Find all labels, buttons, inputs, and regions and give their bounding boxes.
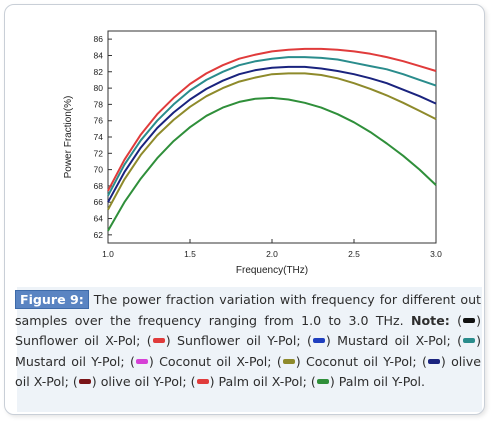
legend-item-label: Coconut oil Y-Pol;	[300, 353, 422, 369]
caption-legend: () Sunflower oil X-Pol; () Sunflower oil…	[15, 313, 481, 390]
legend-paren: )	[476, 333, 481, 348]
legend-item-label: olive oil X-Pol;	[15, 353, 481, 390]
y-tick-label: 84	[94, 50, 104, 60]
legend-paren: )	[329, 374, 335, 389]
legend-paren: (	[129, 353, 135, 369]
plot-frame	[107, 30, 437, 244]
legend-swatch	[196, 379, 209, 384]
legend-paren: )	[325, 333, 331, 348]
figure-caption: Figure 9: The power fraction variation w…	[15, 290, 481, 393]
legend-swatch	[463, 317, 476, 323]
figure-card: 62 64 66 68 70 72 74 76 78 80 82 84 86 1.0 1.5 2.0 2.5 3…	[4, 4, 485, 415]
legend-item-label: Palm oil Y-Pol.	[334, 374, 426, 389]
legend-paren: )	[295, 353, 301, 369]
y-tick-label: 76	[94, 116, 104, 126]
y-tick-label: 78	[94, 99, 104, 109]
note-label: Note:	[410, 312, 450, 328]
legend-item-label: olive oil Y-Pol;	[96, 374, 191, 389]
legend-swatch	[463, 338, 476, 343]
legend-paren: (	[457, 312, 463, 328]
y-tick-label: 80	[94, 83, 104, 93]
legend-paren: (	[310, 374, 316, 389]
legend-swatch	[316, 379, 329, 384]
series-line-4	[107, 72, 437, 211]
legend-paren: (	[457, 333, 463, 348]
legend-item-label: Sunflower oil Y-Pol;	[170, 333, 307, 348]
legend-item-label: Palm oil X-Pol;	[214, 374, 311, 389]
legend-paren: (	[276, 353, 282, 369]
series-lines	[107, 47, 437, 232]
x-axis: 1.0 1.5 2.0 2.5 3.0	[102, 239, 442, 259]
caption-background	[17, 287, 482, 412]
x-axis-label: Frequency(THz)	[236, 265, 308, 276]
legend-paren: (	[72, 374, 78, 389]
x-tick-label: 2.0	[266, 249, 278, 259]
x-tick-label: 3.0	[430, 249, 442, 259]
plot-area-border	[107, 30, 437, 244]
legend-swatch	[78, 379, 91, 384]
legend-paren: )	[209, 374, 215, 389]
legend-item-label: Coconut oil X-Pol;	[153, 353, 277, 369]
y-tick-label: 70	[94, 165, 104, 175]
legend-paren: (	[421, 353, 427, 369]
legend-item-label: Mustard oil Y-Pol;	[15, 353, 130, 369]
y-tick-label: 68	[94, 181, 104, 191]
series-line-2	[107, 56, 437, 197]
y-tick-label: 72	[94, 148, 104, 158]
legend-paren: )	[165, 333, 171, 348]
series-line-5	[107, 96, 437, 232]
legend-swatch	[427, 358, 440, 364]
legend-paren: (	[146, 333, 152, 348]
legend-swatch	[135, 358, 148, 364]
figure-label: Figure 9:	[15, 290, 89, 309]
y-axis-label: Power Fraction(%)	[63, 96, 74, 179]
legend-swatch	[152, 338, 165, 343]
legend-paren: )	[91, 374, 97, 389]
y-tick-label: 86	[94, 34, 104, 44]
legend-paren: )	[440, 353, 446, 369]
x-tick-label: 1.0	[102, 249, 114, 259]
x-tick-label: 2.5	[348, 249, 360, 259]
legend-paren: )	[476, 312, 481, 328]
legend-swatch	[282, 358, 295, 364]
legend-paren: )	[148, 353, 154, 369]
series-line-1	[107, 47, 437, 192]
legend-paren: (	[190, 374, 196, 389]
caption-text: The power fraction variation with freque…	[15, 292, 481, 328]
x-tick-label: 1.5	[184, 249, 196, 259]
series-line-3	[107, 65, 437, 203]
legend-item-label: Mustard oil X-Pol;	[330, 333, 458, 348]
legend-paren: (	[306, 333, 312, 348]
y-tick-label: 66	[94, 197, 104, 207]
y-tick-label: 74	[94, 132, 104, 142]
line-chart: 62 64 66 68 70 72 74 76 78 80 82 84 86 1.0 1.5 2.0 2.5 3…	[63, 30, 442, 276]
y-tick-label: 64	[94, 214, 104, 224]
y-tick-label: 82	[94, 67, 104, 77]
y-tick-label: 62	[94, 230, 104, 240]
legend-item-label: Sunflower oil X-Pol;	[15, 333, 147, 348]
y-axis: 62 64 66 68 70 72 74 76 78 80 82 84 86	[94, 34, 112, 240]
legend-swatch	[312, 338, 325, 343]
